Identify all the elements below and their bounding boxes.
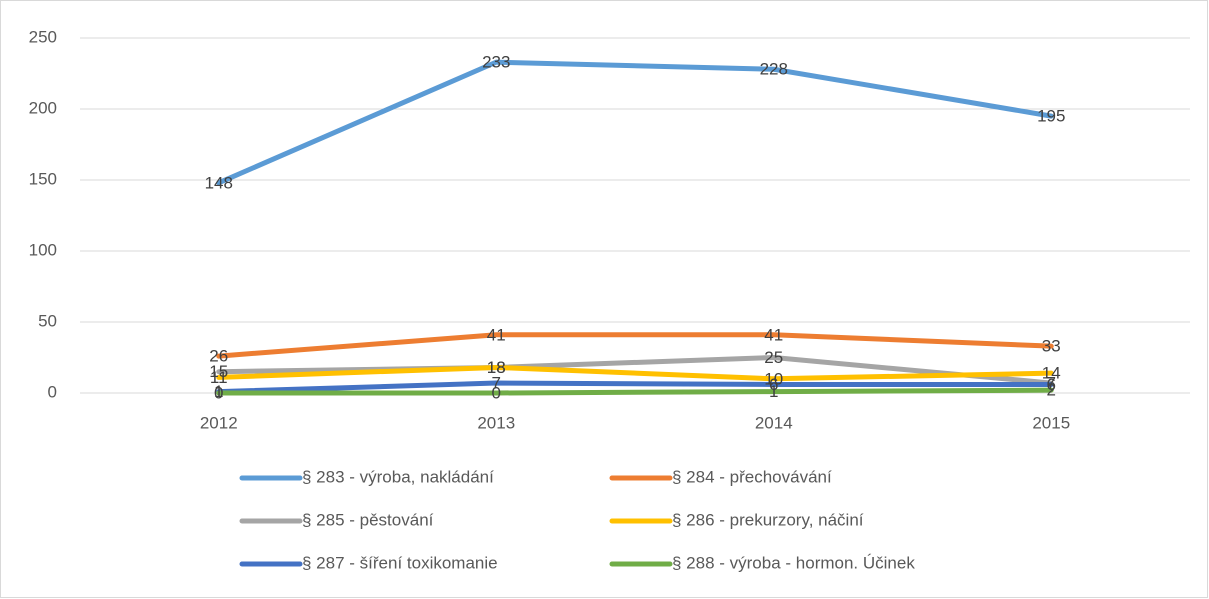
data-label: 11	[210, 368, 228, 387]
series-line	[216, 332, 1054, 359]
legend-label: § 288 - výroba - hormon. Účinek	[672, 553, 915, 572]
data-label: 0	[214, 383, 223, 402]
data-label: 1	[769, 382, 778, 401]
data-label: 2	[1047, 381, 1056, 400]
x-tick-label: 2012	[200, 413, 238, 432]
data-label: 6	[1047, 375, 1056, 394]
series-line	[216, 364, 1054, 382]
legend-label: § 283 - výroba, nakládání	[302, 467, 494, 486]
data-label: 228	[760, 60, 788, 79]
legend-label: § 285 - pěstování	[302, 510, 434, 529]
series-line	[216, 355, 1054, 386]
data-label: 15	[209, 362, 228, 381]
y-tick-label: 250	[29, 27, 57, 46]
data-label: 1	[214, 382, 223, 401]
series-line	[216, 59, 1054, 186]
data-label: 33	[1042, 337, 1061, 356]
y-tick-label: 0	[48, 382, 57, 401]
y-tick-label: 150	[29, 169, 57, 188]
data-label: 10	[764, 369, 783, 388]
y-tick-label: 100	[29, 240, 57, 259]
data-label: 18	[487, 358, 506, 377]
data-label: 148	[205, 173, 233, 192]
y-tick-label: 50	[38, 311, 57, 330]
data-label: 7	[492, 374, 501, 393]
x-tick-label: 2015	[1032, 413, 1070, 432]
legend-label: § 286 - prekurzory, náčiní	[672, 510, 864, 529]
data-label: 41	[764, 325, 783, 344]
x-tick-label: 2014	[755, 413, 793, 432]
data-label: 25	[764, 348, 783, 367]
data-label: 18	[487, 358, 506, 377]
legend-label: § 284 - přechovávání	[672, 467, 832, 486]
x-tick-label: 2013	[477, 413, 515, 432]
series-line	[216, 387, 1054, 396]
data-label: 7	[1047, 374, 1056, 393]
data-label: 14	[1042, 364, 1061, 383]
series-line	[216, 380, 1054, 395]
data-label: 195	[1037, 107, 1065, 126]
data-label: 41	[487, 325, 506, 344]
data-label: 0	[492, 383, 501, 402]
legend-label: § 287 - šíření toxikomanie	[302, 553, 498, 572]
data-label: 233	[482, 53, 510, 72]
data-label: 6	[769, 375, 778, 394]
data-label: 26	[209, 347, 228, 366]
y-tick-label: 200	[29, 98, 57, 117]
